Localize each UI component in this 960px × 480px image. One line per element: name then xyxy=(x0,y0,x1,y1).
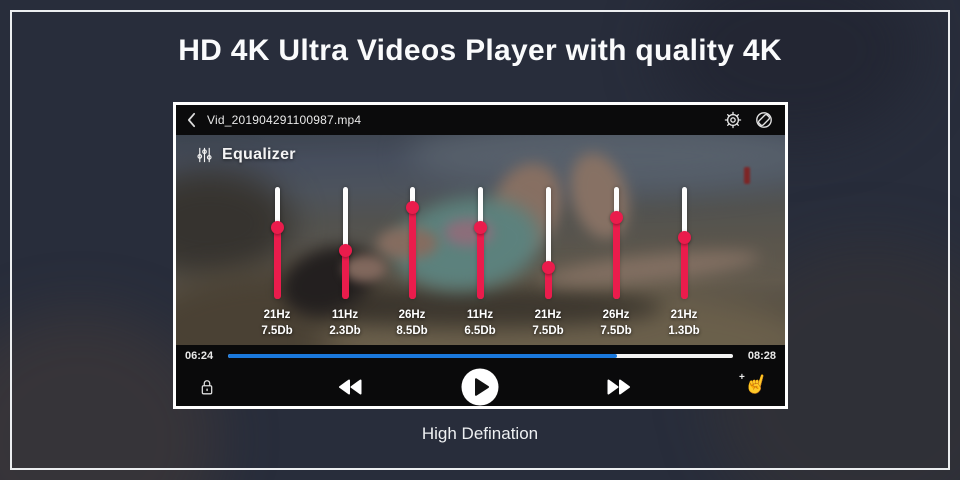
equalizer-band-slider[interactable]: 26Hz 8.5Db xyxy=(396,187,428,345)
total-duration: 08:28 xyxy=(747,350,776,362)
band-gain-label: 8.5Db xyxy=(396,325,428,337)
seek-bar[interactable] xyxy=(228,354,733,358)
band-gain-label: 2.3Db xyxy=(329,325,361,337)
lock-button[interactable] xyxy=(199,377,216,396)
band-gain-label: 7.5Db xyxy=(532,325,564,337)
band-frequency-label: 21Hz xyxy=(670,309,698,321)
player-top-bar: Vid_201904291100987.mp4 xyxy=(176,105,785,135)
slider-knob[interactable] xyxy=(677,231,691,244)
screen-rotate-icon[interactable] xyxy=(755,111,773,129)
video-player: Vid_201904291100987.mp4 xyxy=(173,102,788,409)
gear-icon[interactable] xyxy=(724,111,742,129)
lock-icon xyxy=(201,379,213,394)
chevron-left-icon xyxy=(187,112,196,128)
play-icon xyxy=(461,368,499,405)
band-frequency-label: 21Hz xyxy=(263,309,291,321)
band-frequency-label: 26Hz xyxy=(398,309,426,321)
fast-forward-icon xyxy=(607,379,630,394)
equalizer-band-slider[interactable]: 21Hz 1.3Db xyxy=(668,187,700,345)
band-gain-label: 7.5Db xyxy=(261,325,293,337)
slider-fill xyxy=(341,250,349,299)
gesture-button[interactable]: ☝ + xyxy=(739,370,771,400)
slider-knob[interactable] xyxy=(270,221,284,234)
slider-fill xyxy=(408,207,416,299)
touch-gesture-icon: ☝ + xyxy=(739,370,771,398)
slider-fill xyxy=(680,237,688,299)
equalizer-band-slider[interactable]: 11Hz 6.5Db xyxy=(464,187,496,345)
band-frequency-label: 11Hz xyxy=(466,309,494,321)
equalizer-band-slider[interactable]: 11Hz 2.3Db xyxy=(329,187,361,345)
band-frequency-label: 26Hz xyxy=(602,309,630,321)
equalizer-header: Equalizer xyxy=(196,146,296,164)
slider-knob[interactable] xyxy=(541,261,555,274)
video-filename: Vid_201904291100987.mp4 xyxy=(207,113,362,127)
equalizer-band-slider[interactable]: 21Hz 7.5Db xyxy=(532,187,564,345)
rewind-button[interactable] xyxy=(337,378,363,395)
back-button[interactable] xyxy=(186,112,197,128)
slider-knob[interactable] xyxy=(338,244,352,257)
band-gain-label: 1.3Db xyxy=(668,325,700,337)
fast-forward-button[interactable] xyxy=(606,378,632,395)
slider-knob[interactable] xyxy=(473,221,487,234)
page-title: HD 4K Ultra Videos Player with quality 4… xyxy=(178,34,782,67)
play-button[interactable] xyxy=(461,368,499,406)
band-gain-label: 6.5Db xyxy=(464,325,496,337)
equalizer-band-slider[interactable]: 21Hz 7.5Db xyxy=(261,187,293,345)
topbar-icon-group xyxy=(724,111,775,129)
subtitle-caption: High Defination xyxy=(421,424,539,443)
seek-bar-fill xyxy=(228,354,617,358)
equalizer-icon xyxy=(197,147,212,163)
equalizer-band-slider[interactable]: 26Hz 7.5Db xyxy=(600,187,632,345)
slider-knob[interactable] xyxy=(405,201,419,214)
slider-knob[interactable] xyxy=(609,211,623,224)
seek-row: 06:24 08:28 xyxy=(176,345,785,367)
slider-fill xyxy=(476,227,484,299)
playback-controls: ☝ + xyxy=(176,367,785,406)
slider-fill xyxy=(612,217,620,299)
band-gain-label: 7.5Db xyxy=(600,325,632,337)
elapsed-time: 06:24 xyxy=(185,350,214,362)
band-frequency-label: 21Hz xyxy=(534,309,562,321)
video-frame[interactable]: Equalizer 21Hz 7.5Db 11Hz 2.3Db 26Hz xyxy=(176,135,785,345)
equalizer-label: Equalizer xyxy=(222,146,296,163)
band-frequency-label: 11Hz xyxy=(331,309,359,321)
rewind-icon xyxy=(339,379,362,394)
slider-fill xyxy=(273,227,281,299)
